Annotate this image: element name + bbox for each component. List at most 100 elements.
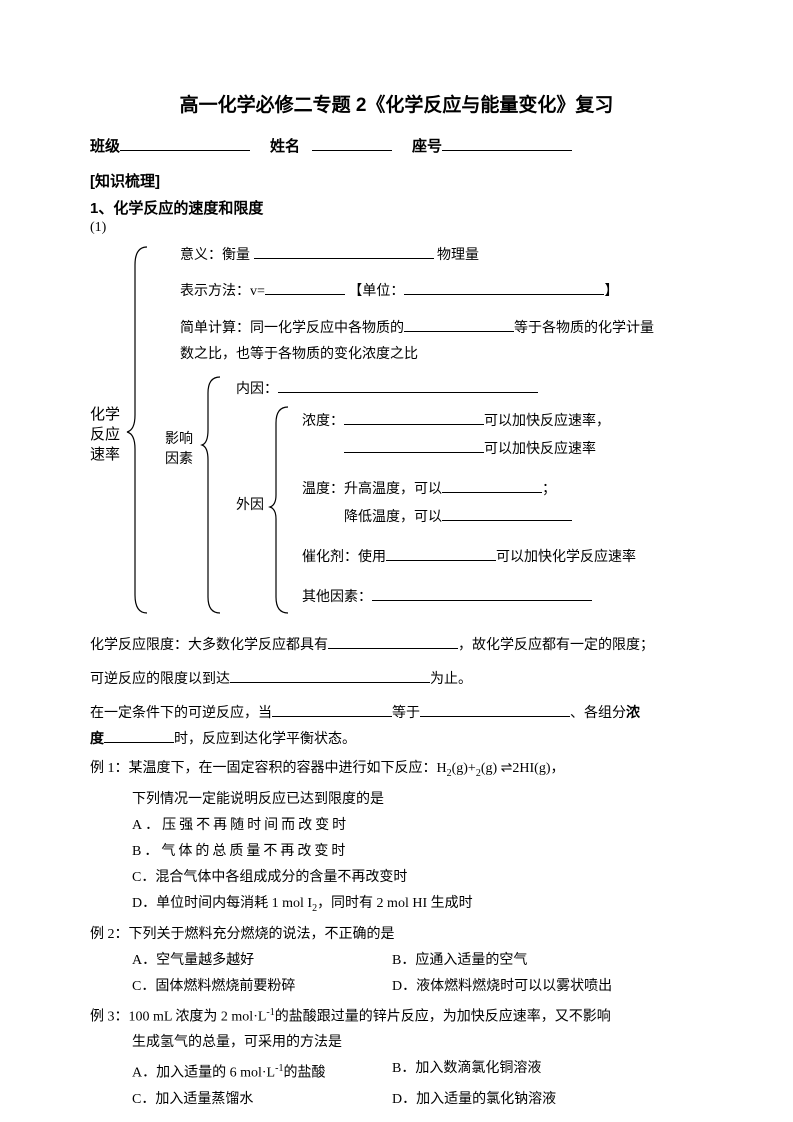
calc-text1: 简单计算：同一化学反应中各物质的 bbox=[180, 321, 404, 336]
ex3-c: C．加入适量蒸馏水 bbox=[132, 1089, 392, 1111]
para3-bold2: 度 bbox=[90, 730, 104, 746]
para3-a: 在一定条件下的可逆反应，当 bbox=[90, 706, 272, 721]
calc-text2: 数之比，也等于各物质的变化浓度之比 bbox=[180, 347, 418, 362]
calc-row: 简单计算：同一化学反应中各物质的等于各物质的化学计量 数之比，也等于各物质的变化… bbox=[180, 316, 680, 368]
temp-row: 温度：升高温度，可以 ； bbox=[302, 478, 556, 498]
para3-c: 、各组分 bbox=[570, 706, 626, 721]
conc-blank1[interactable] bbox=[344, 424, 484, 425]
seat-blank[interactable] bbox=[442, 135, 572, 151]
name-label: 姓名 bbox=[270, 135, 300, 156]
para3-d: 时，反应到达化学平衡状态。 bbox=[174, 732, 356, 747]
ex3-a-text2: 的盐酸 bbox=[283, 1066, 325, 1081]
ex1-d-text2: ，同时有 2 mol HI 生成时 bbox=[317, 896, 473, 911]
para-reversible: 可逆反应的限度以到达 为止。 bbox=[90, 666, 703, 694]
conc-row: 浓度： 可以加快反应速率， bbox=[302, 410, 610, 430]
catalyst-row: 催化剂：使用 可以加快化学反应速率 bbox=[302, 546, 636, 566]
ex3-stem1b: 的盐酸跟过量的锌片反应，为加快反应速率，又不影响 bbox=[275, 1009, 611, 1024]
temp-text2: 降低温度，可以 bbox=[344, 510, 442, 525]
ex3-b: B．加入数滴氯化铜溶液 bbox=[392, 1058, 541, 1085]
seat-label: 座号 bbox=[412, 135, 442, 156]
meaning-prefix: 意义：衡量 bbox=[180, 248, 250, 263]
conc-blank2[interactable] bbox=[344, 452, 484, 453]
ex1-b: B．气体的总质量不再改变时 bbox=[90, 841, 703, 863]
para1-b: ，故化学反应都有一定的限度； bbox=[458, 638, 654, 653]
meaning-blank[interactable] bbox=[254, 258, 434, 259]
conc-prefix: 浓度： bbox=[302, 414, 344, 429]
para-limit: 化学反应限度：大多数化学反应都具有 ，故化学反应都有一定的限度； bbox=[90, 632, 703, 660]
class-label: 班级 bbox=[90, 135, 120, 156]
item-number: (1) bbox=[90, 220, 703, 236]
conc-suffix: 可以加快反应速率， bbox=[484, 414, 610, 429]
ex1-stem2: 下列情况一定能说明反应已达到限度的是 bbox=[90, 789, 703, 811]
conc-row2: 可以加快反应速率 bbox=[344, 438, 596, 458]
ex1-d: D．单位时间内每消耗 1 mol I2，同时有 2 mol HI 生成时 bbox=[90, 893, 703, 920]
sub-heading-1: 1、化学反应的速度和限度 bbox=[90, 197, 703, 218]
para1-a: 化学反应限度：大多数化学反应都具有 bbox=[90, 638, 328, 653]
brace-root bbox=[125, 245, 155, 615]
name-blank[interactable] bbox=[312, 135, 392, 151]
cat-blank[interactable] bbox=[386, 560, 496, 561]
ex1-d-text: D．单位时间内每消耗 1 mol I bbox=[132, 896, 312, 911]
meaning-suffix: 物理量 bbox=[437, 248, 479, 263]
temp-blank2[interactable] bbox=[442, 520, 572, 521]
ex1-a: A．压强不再随时间而改变时 bbox=[90, 815, 703, 837]
factors-label: 影响因素 bbox=[165, 430, 193, 470]
ex3-d: D．加入适量的氯化钠溶液 bbox=[392, 1089, 556, 1111]
other-prefix: 其他因素： bbox=[302, 590, 372, 605]
cat-prefix: 催化剂：使用 bbox=[302, 550, 386, 565]
ex2-c: C．固体燃料燃烧前要粉碎 bbox=[132, 976, 392, 998]
ex3-a-text: A．加入适量的 6 mol·L bbox=[132, 1066, 275, 1081]
para-condition: 在一定条件下的可逆反应，当 等于 、各组分浓度 时，反应到达化学平衡状态。 bbox=[90, 700, 703, 752]
ex2-b: B．应通入适量的空气 bbox=[392, 950, 527, 972]
other-blank[interactable] bbox=[372, 600, 592, 601]
para2-b: 为止。 bbox=[430, 672, 472, 687]
method-prefix: 表示方法：v= bbox=[180, 284, 265, 299]
brace-factors bbox=[200, 375, 226, 615]
other-row: 其他因素： bbox=[302, 586, 592, 606]
ex2-row1: A．空气量越多越好 B．应通入适量的空气 bbox=[90, 950, 703, 972]
temp-prefix: 温度：升高温度，可以 bbox=[302, 482, 442, 497]
para3-blank1[interactable] bbox=[272, 716, 392, 717]
ex2-a: A．空气量越多越好 bbox=[132, 950, 392, 972]
example-3: 例 3：100 mL 浓度为 2 mol·L-1的盐酸跟过量的锌片反应，为加快反… bbox=[90, 1002, 703, 1029]
class-blank[interactable] bbox=[120, 135, 250, 151]
para1-blank[interactable] bbox=[328, 648, 458, 649]
calc-blank[interactable] bbox=[404, 331, 514, 332]
cat-suffix: 可以加快化学反应速率 bbox=[496, 550, 636, 565]
internal-blank[interactable] bbox=[278, 392, 538, 393]
ex1-stem1c: (g) ⇌2HI(g)， bbox=[481, 761, 565, 776]
method-row: 表示方法：v= 【单位： 】 bbox=[180, 280, 618, 300]
example-2: 例 2：下列关于燃料充分燃烧的说法，不正确的是 bbox=[90, 924, 703, 946]
brace-external bbox=[268, 405, 294, 615]
unit-close: 】 bbox=[604, 284, 618, 299]
para3-blank3[interactable] bbox=[104, 742, 174, 743]
example-1: 例 1：某温度下，在一固定容积的容器中进行如下反应：H2(g)+2(g) ⇌2H… bbox=[90, 758, 703, 785]
temp-row2: 降低温度，可以 bbox=[344, 506, 572, 526]
ex1-stem1b: (g)+ bbox=[452, 761, 476, 776]
ex3-a: A．加入适量的 6 mol·L-1的盐酸 bbox=[132, 1058, 392, 1085]
root-label: 化学反应速率 bbox=[90, 405, 120, 465]
temp-suffix: ； bbox=[542, 482, 556, 497]
para3-blank2[interactable] bbox=[420, 716, 570, 717]
page-title: 高一化学必修二专题 2《化学反应与能量变化》复习 bbox=[90, 90, 703, 117]
ex3-row1: A．加入适量的 6 mol·L-1的盐酸 B．加入数滴氯化铜溶液 bbox=[90, 1058, 703, 1085]
ex3-stem1: 例 3：100 mL 浓度为 2 mol·L bbox=[90, 1009, 266, 1024]
unit-blank[interactable] bbox=[404, 294, 604, 295]
para2-a: 可逆反应的限度以到达 bbox=[90, 672, 230, 687]
ex1-stem1: 例 1：某温度下，在一固定容积的容器中进行如下反应：H bbox=[90, 761, 447, 776]
internal-row: 内因： bbox=[236, 378, 538, 398]
para2-blank[interactable] bbox=[230, 682, 430, 683]
section-knowledge: [知识梳理] bbox=[90, 170, 703, 191]
unit-label: 【单位： bbox=[348, 284, 404, 299]
concept-diagram: 化学反应速率 意义：衡量 物理量 表示方法：v= 【单位： 】 简单计算：同一化学… bbox=[90, 240, 703, 620]
internal-label: 内因： bbox=[236, 382, 278, 397]
ex1-c: C．混合气体中各组成成分的含量不再改变时 bbox=[90, 867, 703, 889]
external-label: 外因 bbox=[236, 494, 264, 514]
ex3-stem2: 生成氢气的总量，可采用的方法是 bbox=[90, 1032, 703, 1054]
conc-suffix2: 可以加快反应速率 bbox=[484, 442, 596, 457]
header-row: 班级 姓名 座号 bbox=[90, 135, 703, 156]
para3-bold1: 浓 bbox=[626, 704, 640, 720]
temp-blank1[interactable] bbox=[442, 492, 542, 493]
method-blank[interactable] bbox=[265, 294, 345, 295]
para3-b: 等于 bbox=[392, 706, 420, 721]
